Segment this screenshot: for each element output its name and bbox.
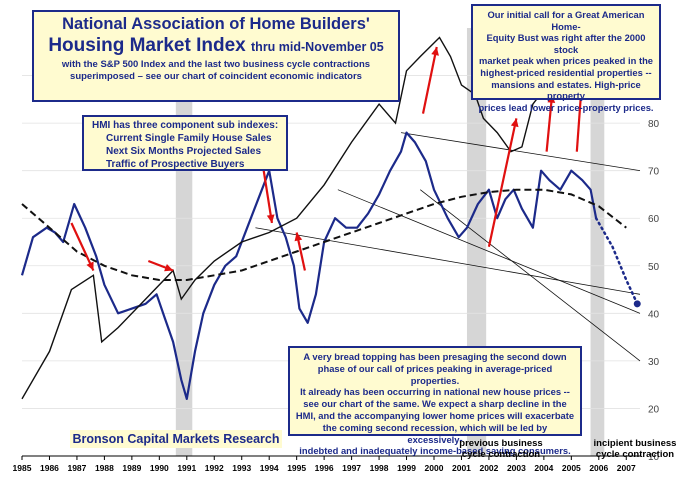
call-line: prices lead lower price-property prices.	[478, 101, 654, 113]
red-arrow	[70, 222, 95, 271]
red-arrow	[487, 118, 518, 247]
title-main: Housing Market Index	[48, 35, 246, 56]
x-tick-label: 1985	[13, 463, 32, 473]
title-box: National Association of Home Builders' H…	[32, 10, 400, 102]
x-tick-label: 2000	[425, 463, 444, 473]
trend-line	[400, 132, 641, 172]
call-line: Equity Bust was right after the 2000 sto…	[486, 32, 646, 55]
topping-line: see our chart of the same. We expect a s…	[303, 398, 567, 410]
title-line-4: superimposed – see our chart of coincide…	[70, 71, 362, 82]
y-tick-label: 30	[648, 357, 660, 368]
hmi-trend-dashed-line	[21, 188, 627, 281]
x-tick-label: 1990	[150, 463, 169, 473]
hmi-line	[20, 131, 598, 400]
incipient-contraction-label: incipient business cycle contraction	[580, 438, 690, 460]
call-line: market peak when prices peaked in the	[478, 55, 654, 67]
incipient-contraction-line: cycle contraction	[595, 449, 675, 460]
red-arrow	[545, 94, 554, 152]
red-arrow-head	[431, 47, 439, 56]
y-tick-label: 60	[648, 214, 660, 225]
topping-line: the coming second recession, which will …	[322, 421, 548, 445]
hmi-item: Next Six Months Projected Sales	[106, 146, 262, 157]
red-arrow-head	[164, 263, 174, 272]
y-tick-label: 70	[648, 167, 660, 178]
x-tick-label: 1997	[342, 463, 361, 473]
sp500-line	[21, 36, 597, 400]
x-tick-label: 2004	[534, 463, 553, 473]
red-arrow-head	[510, 118, 519, 128]
x-tick-label: 1995	[287, 463, 306, 473]
title-line-1: National Association of Home Builders'	[62, 15, 370, 33]
y-tick-label: 20	[648, 404, 660, 415]
projection-endpoint	[633, 300, 641, 308]
red-arrow-head	[294, 232, 303, 242]
previous-contraction-label: previous business cycle contraction	[446, 438, 556, 460]
hmi-item: Current Single Family House Sales	[106, 133, 272, 144]
incipient-contraction-line: incipient business	[593, 438, 677, 449]
x-tick-label: 1988	[95, 463, 114, 473]
x-tick-label: 2007	[617, 463, 636, 473]
x-tick-label: 1993	[232, 463, 251, 473]
call-line: highest-priced residential properties --	[480, 66, 652, 78]
previous-contraction-line: previous business	[459, 438, 543, 449]
x-tick-label: 1991	[177, 463, 196, 473]
trend-line	[337, 189, 641, 314]
red-arrow	[421, 46, 438, 114]
x-tick-label: 1998	[370, 463, 389, 473]
red-arrow-head	[86, 261, 94, 271]
topping-line: phase of our call of prices peaking in a…	[317, 362, 553, 386]
source-label: Bronson Capital Markets Research	[70, 430, 282, 448]
red-arrow	[262, 170, 274, 224]
y-tick-label: 10	[648, 452, 660, 463]
topping-note-box: A very bread topping has been presaging …	[288, 346, 582, 456]
hmi-projection-line	[594, 216, 639, 306]
x-tick-label: 1986	[40, 463, 59, 473]
title-line-2: Housing Market Index thru mid-November 0…	[34, 34, 398, 59]
x-tick-label: 2002	[479, 463, 498, 473]
y-tick-label: 50	[648, 262, 660, 273]
y-tick-label: 40	[648, 309, 660, 320]
x-tick-label: 2001	[452, 463, 471, 473]
y-tick-label: 80	[648, 119, 660, 130]
x-tick-label: 1999	[397, 463, 416, 473]
x-tick-label: 1987	[67, 463, 86, 473]
title-sub: thru mid-November 05	[251, 40, 384, 54]
title-line-3: with the S&P 500 Index and the last two …	[61, 59, 371, 70]
x-tick-label: 2003	[507, 463, 526, 473]
x-tick-label: 1996	[315, 463, 334, 473]
x-tick-label: 2006	[589, 463, 608, 473]
hmi-item: Traffic of Prospective Buyers	[106, 159, 245, 170]
topping-line: It already has been occurring in nationa…	[300, 386, 570, 398]
call-line: mansions and estates. High-price propert…	[491, 78, 641, 102]
x-tick-label: 1994	[260, 463, 279, 473]
hmi-components-box: HMI has three component sub indexes: Cur…	[82, 115, 288, 171]
previous-contraction-line: cycle contraction	[461, 449, 541, 460]
topping-line: A very bread topping has been presaging …	[303, 351, 567, 362]
initial-call-box: Our initial call for a Great American Ho…	[471, 4, 661, 113]
x-tick-label: 1989	[122, 463, 141, 473]
contraction-band	[590, 28, 605, 456]
red-arrow-head	[266, 214, 275, 223]
hmi-heading: HMI has three component sub indexes:	[92, 120, 279, 131]
topping-line: HMI, and the accompanying lower home pri…	[295, 409, 575, 421]
x-tick-label: 1992	[205, 463, 224, 473]
topping-line: indebted and inadequately income-based s…	[299, 445, 571, 457]
trend-line	[255, 227, 641, 295]
x-tick-label: 2005	[562, 463, 581, 473]
call-line: Our initial call for a Great American Ho…	[487, 9, 645, 32]
